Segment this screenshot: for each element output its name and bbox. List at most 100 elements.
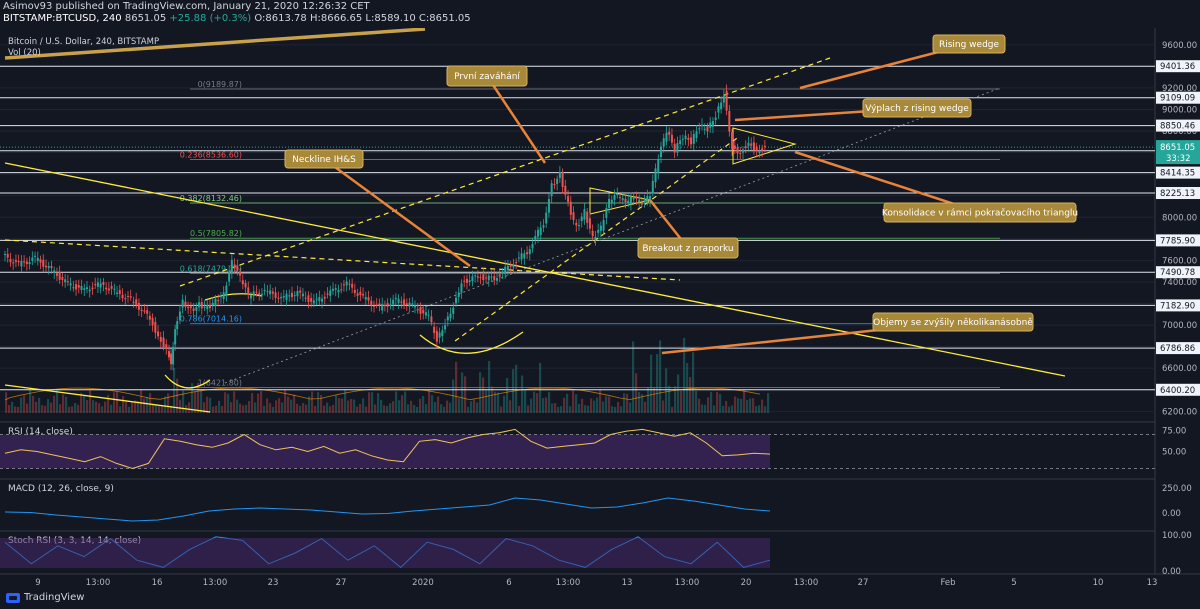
volume-bar <box>740 398 743 413</box>
volume-bar <box>239 403 242 413</box>
volume-bar <box>107 395 110 413</box>
volume-bar <box>458 398 461 413</box>
annotation-box[interactable] <box>862 98 972 118</box>
candle-body <box>583 209 586 220</box>
chart-canvas[interactable]: 0(9189.87) 0.236(8536.60) 0.382(8132.46) 0.… <box>0 28 1200 590</box>
volume-bar <box>578 403 581 413</box>
volume-bar <box>41 405 44 413</box>
volume-bar <box>671 406 674 413</box>
open-value: O:8613.78 <box>254 13 307 24</box>
volume-bar <box>542 398 545 413</box>
low-value: L:8589.10 <box>365 13 416 24</box>
candle-body <box>301 293 304 297</box>
volume-bar <box>35 401 38 413</box>
candle-body <box>146 310 149 314</box>
volume-bar <box>524 389 527 413</box>
candle-body <box>575 222 578 226</box>
rsi-tick: 75.00 <box>1162 426 1186 436</box>
price-tick: 7400.00 <box>1162 278 1197 288</box>
volume-bar <box>314 405 317 413</box>
candle-body <box>752 142 755 151</box>
candle-body <box>515 262 518 264</box>
candle-body <box>463 280 466 282</box>
candle-body <box>698 128 701 130</box>
candle-body <box>364 297 367 300</box>
candle-body <box>348 283 351 285</box>
level-tag <box>1156 299 1200 312</box>
candle-body <box>241 280 244 285</box>
annotation-box[interactable] <box>284 149 364 169</box>
candle-body <box>383 305 386 307</box>
volume-bar <box>485 389 488 413</box>
volume-bar <box>329 406 332 413</box>
candle-body <box>569 201 572 215</box>
volume-bar <box>632 341 635 413</box>
volume-bar <box>143 398 146 413</box>
volume-bar <box>275 400 278 413</box>
candle-body <box>222 292 225 300</box>
candle-body <box>282 295 285 298</box>
volume-bar <box>263 405 266 413</box>
candle-body <box>465 278 468 283</box>
time-tick: 23 <box>268 578 279 588</box>
candle-body <box>640 203 643 205</box>
candle-body <box>629 196 632 205</box>
volume-bar <box>614 406 617 413</box>
horizontal-levels <box>0 65 1155 391</box>
candle-body <box>154 321 157 333</box>
candle-body <box>553 183 556 185</box>
volume-bar <box>563 397 566 413</box>
candle-body <box>679 140 682 144</box>
volume-bar <box>416 406 419 413</box>
symbol[interactable]: BITSTAMP:BTCUSD, 240 <box>3 13 122 24</box>
candle-body <box>441 330 444 337</box>
candle-body <box>520 253 523 260</box>
candle-body <box>189 306 192 308</box>
annotation-box[interactable] <box>883 202 1077 223</box>
candle-body <box>195 306 198 311</box>
volume-bar <box>311 391 314 413</box>
annotation-box[interactable] <box>637 237 739 259</box>
candle-body <box>274 292 277 298</box>
volume-bar <box>686 362 689 413</box>
candle-body <box>588 218 591 229</box>
volume-bar <box>743 389 746 413</box>
candle-body <box>72 287 75 289</box>
volume-bar <box>104 401 107 413</box>
candle-body <box>703 128 706 130</box>
candle-body <box>449 313 452 319</box>
volume-bar <box>323 405 326 413</box>
volume-bar <box>506 378 509 413</box>
volume-bar <box>767 392 770 413</box>
annotation-box[interactable] <box>932 34 1006 54</box>
volume-bar <box>308 396 311 413</box>
time-tick: 6 <box>506 578 511 588</box>
time-axis[interactable]: 9 13:00 16 13:00 23 27 2020 6 13:00 13 13:00 20 13:0… <box>35 578 1157 588</box>
candle-body <box>50 266 53 268</box>
annotation-box[interactable] <box>446 65 528 87</box>
candle-body <box>367 297 370 301</box>
volume-bar <box>110 404 113 413</box>
volume-bar <box>437 396 440 413</box>
candle-body <box>198 302 201 308</box>
candle-body <box>706 126 709 132</box>
volume-bar <box>80 392 83 413</box>
annotation-arrow <box>794 150 981 214</box>
candle-body <box>731 131 734 150</box>
candle-body <box>184 301 187 307</box>
candle-body <box>299 290 302 293</box>
candle-body <box>307 295 310 302</box>
candle-body <box>116 292 119 294</box>
volume-bar <box>584 405 587 413</box>
volume-bar <box>299 405 302 413</box>
candle-body <box>14 260 17 262</box>
price-axis[interactable]: 6200.006400.006600.006800.007000.007200.… <box>1156 41 1200 418</box>
price-tick: 9600.00 <box>1162 41 1197 51</box>
volume-bar <box>641 394 644 413</box>
candle-body <box>528 249 531 254</box>
volume-bar <box>173 367 176 413</box>
volume-bar <box>500 406 503 413</box>
candle-body <box>353 289 356 294</box>
candle-body <box>143 310 146 312</box>
annotation-box[interactable] <box>872 312 1034 332</box>
